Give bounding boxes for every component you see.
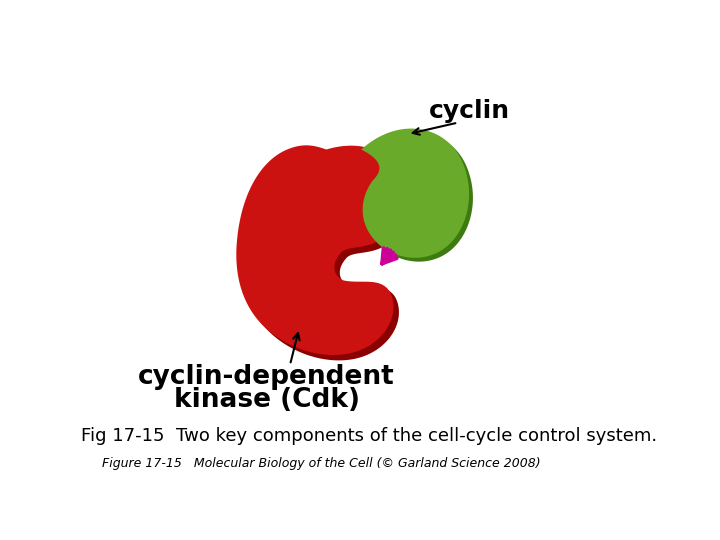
Text: cyclin-dependent: cyclin-dependent xyxy=(138,363,395,390)
Polygon shape xyxy=(365,132,473,262)
Text: Fig 17-15  Two key components of the cell-cycle control system.: Fig 17-15 Two key components of the cell… xyxy=(81,427,657,445)
Text: cyclin: cyclin xyxy=(429,99,510,123)
Polygon shape xyxy=(236,145,396,355)
Polygon shape xyxy=(242,151,402,360)
Text: kinase (Cdk): kinase (Cdk) xyxy=(174,387,360,413)
Text: Figure 17-15   Molecular Biology of the Cell (© Garland Science 2008): Figure 17-15 Molecular Biology of the Ce… xyxy=(102,457,540,470)
Polygon shape xyxy=(361,129,469,258)
